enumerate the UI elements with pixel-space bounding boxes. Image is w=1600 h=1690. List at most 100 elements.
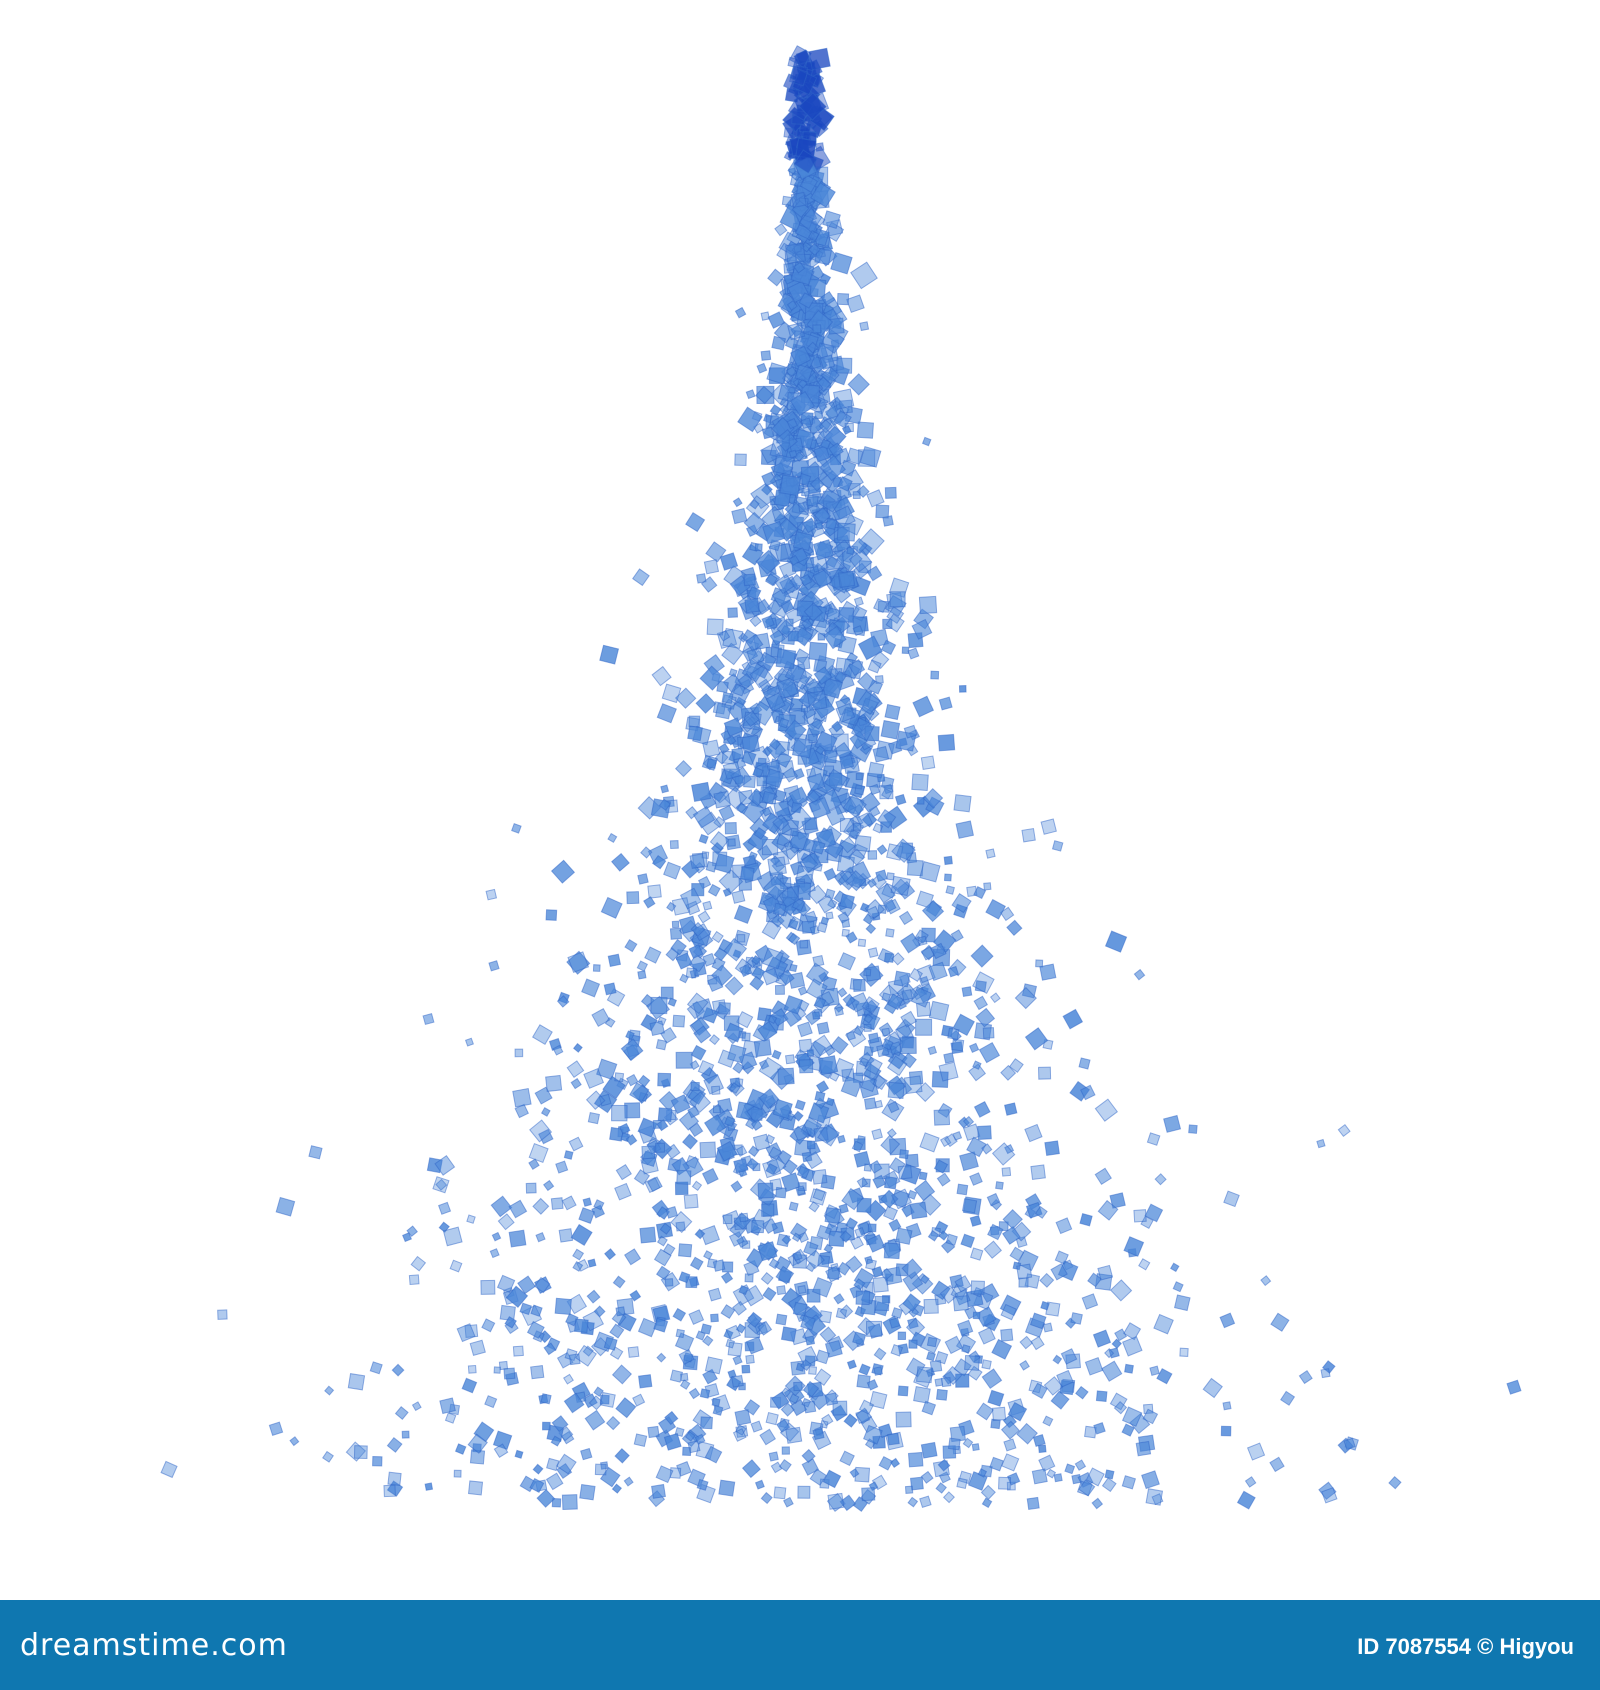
glass-cube [761, 1203, 775, 1217]
glass-cube [775, 428, 798, 452]
glass-cube [1050, 1263, 1068, 1281]
glass-cube [870, 650, 890, 670]
glass-cube [664, 1278, 674, 1287]
glass-cube [839, 1304, 854, 1319]
glass-cube [1223, 1190, 1240, 1208]
glass-cube [623, 1248, 642, 1266]
glass-cube [637, 1074, 651, 1088]
dreamstime-logo: dreamstime.com [20, 1628, 288, 1663]
glass-cube [1055, 1217, 1073, 1235]
glass-cube [845, 1255, 863, 1274]
glass-cube [821, 1413, 834, 1427]
glass-cube [883, 952, 895, 963]
glass-cube [512, 1345, 524, 1357]
glass-cube [625, 1030, 635, 1041]
glass-cube [771, 587, 793, 608]
glass-cube [774, 984, 785, 995]
glass-cube [662, 1243, 676, 1256]
glass-cube [737, 406, 763, 433]
glass-cube [820, 290, 836, 306]
glass-cube [795, 864, 815, 884]
glass-cube [775, 648, 797, 669]
glass-cube [651, 1483, 666, 1499]
glass-cube [741, 734, 761, 754]
glass-cube [674, 687, 697, 709]
glass-cube [778, 717, 790, 729]
glass-cube [703, 1073, 725, 1095]
glass-cube [808, 733, 818, 744]
glass-cube [933, 1159, 949, 1174]
glass-cube [846, 294, 865, 314]
glass-cube [783, 841, 794, 852]
glass-cube [907, 1451, 924, 1468]
glass-cube [587, 1111, 601, 1125]
glass-cube [818, 419, 833, 434]
glass-cube [847, 373, 870, 396]
glass-cube [824, 768, 848, 793]
glass-cube [444, 1412, 457, 1424]
glass-cube [780, 1172, 801, 1193]
glass-cube [916, 796, 925, 805]
glass-cube [432, 1176, 450, 1194]
glass-cube [865, 923, 877, 935]
glass-cube [972, 1060, 982, 1070]
glass-cube [757, 1241, 778, 1262]
glass-cube [747, 1145, 760, 1158]
glass-cube [160, 1460, 178, 1479]
glass-cube [410, 1255, 427, 1272]
glass-cube [938, 1230, 949, 1241]
glass-cube [952, 1131, 963, 1141]
glass-cube [872, 822, 884, 834]
glass-cube [745, 1354, 755, 1365]
glass-cube [814, 1090, 826, 1103]
glass-cube [1146, 1132, 1161, 1146]
glass-cube [931, 1280, 951, 1301]
glass-cube [744, 1273, 754, 1283]
glass-cube [655, 1465, 674, 1484]
glass-cube [975, 1402, 994, 1421]
glass-cube [534, 1276, 551, 1294]
glass-cube [835, 702, 856, 723]
glass-cube [991, 1406, 1007, 1422]
glass-cube [1040, 1300, 1050, 1311]
glass-cube [491, 1231, 502, 1242]
glass-cube [788, 805, 812, 830]
glass-cube [756, 362, 768, 374]
glass-cube [805, 978, 828, 1001]
glass-cube [819, 328, 845, 354]
glass-cube [868, 1032, 880, 1044]
glass-cube [746, 1311, 763, 1328]
glass-cube [442, 1226, 463, 1247]
glass-cube [791, 1232, 802, 1243]
glass-cube [921, 899, 945, 923]
glass-cube [401, 1430, 410, 1439]
glass-cube [817, 1123, 840, 1147]
glass-cube [969, 1172, 983, 1186]
glass-cube [504, 1316, 517, 1329]
glass-cube [618, 1122, 631, 1135]
glass-cube [757, 1020, 778, 1042]
glass-cube [913, 1179, 936, 1202]
glass-cube [529, 1119, 553, 1143]
glass-cube [289, 1436, 300, 1447]
glass-cube [776, 619, 796, 639]
glass-cube [817, 487, 843, 513]
glass-cube [658, 798, 671, 811]
glass-cube [876, 809, 897, 829]
glass-cube [1093, 1422, 1106, 1435]
glass-cube [788, 1201, 799, 1212]
glass-cube [694, 1228, 706, 1240]
glass-cube [792, 1250, 803, 1262]
glass-cube [764, 768, 785, 789]
glass-cube [791, 737, 813, 759]
glass-cube [943, 1052, 955, 1064]
glass-cube [723, 717, 744, 737]
glass-cube [836, 522, 856, 542]
glass-cube [1133, 1209, 1147, 1223]
glass-cube [1084, 1425, 1097, 1439]
glass-cube [969, 1214, 982, 1227]
glass-cube [880, 639, 897, 656]
glass-cube [1109, 1192, 1126, 1209]
glass-cube [813, 445, 831, 463]
glass-cube [671, 920, 680, 929]
